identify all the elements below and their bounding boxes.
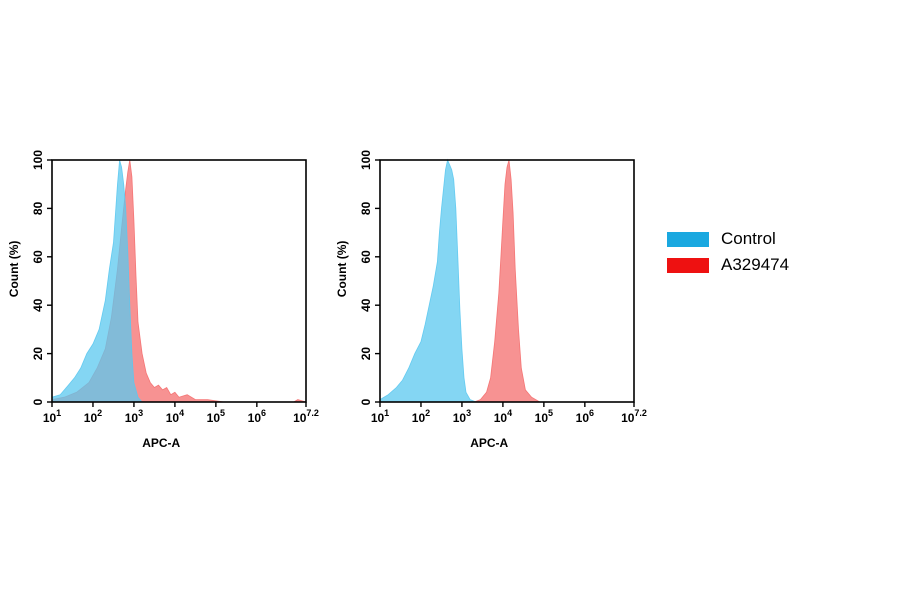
y-tick-label: 0 <box>31 398 45 405</box>
x-tick-label: 102 <box>84 408 102 425</box>
histogram-right: 0 20 40 60 80 100 101 102 103 104 105 106 107.2 APC-A… <box>335 150 647 450</box>
y-tick-label: 60 <box>359 250 373 264</box>
legend: Control A329474 <box>667 226 789 278</box>
y-tick-label: 100 <box>31 150 45 170</box>
y-tick-label: 40 <box>31 298 45 312</box>
y-axis-label: Count (%) <box>335 241 349 298</box>
x-tick-label: 104 <box>166 408 184 425</box>
series-area-control <box>379 158 634 403</box>
x-tick-label: 103 <box>125 408 143 425</box>
y-tick-label: 100 <box>359 150 373 170</box>
series-area-a329474 <box>380 159 634 403</box>
legend-swatch-control <box>667 231 709 247</box>
x-tick-label: 101 <box>371 408 389 425</box>
legend-item-control: Control <box>667 226 789 252</box>
legend-item-a329474: A329474 <box>667 252 789 278</box>
y-tick-label: 0 <box>359 398 373 405</box>
legend-swatch-a329474 <box>667 257 709 273</box>
x-axis-label: APC-A <box>470 436 508 450</box>
y-tick-label: 40 <box>359 298 373 312</box>
x-tick-label: 101 <box>43 408 61 425</box>
y-tick-label: 60 <box>31 250 45 264</box>
histogram-left: 0 20 40 60 80 100 101 102 103 104 105 106 107.2 APC-A… <box>7 150 319 450</box>
legend-label-a329474: A329474 <box>721 255 790 274</box>
series-area-control <box>51 159 306 403</box>
y-axis-label: Count (%) <box>7 241 21 298</box>
x-tick-label: 102 <box>412 408 430 425</box>
x-tick-label: 104 <box>494 408 512 425</box>
x-tick-label: 105 <box>535 408 553 425</box>
y-tick-label: 80 <box>31 201 45 215</box>
y-tick-label: 80 <box>359 201 373 215</box>
x-tick-label: 107.2 <box>293 408 319 425</box>
x-tick-label: 103 <box>453 408 471 425</box>
y-tick-label: 20 <box>359 347 373 361</box>
y-tick-label: 20 <box>31 347 45 361</box>
x-tick-label: 106 <box>248 408 266 425</box>
legend-label-control: Control <box>721 229 776 248</box>
x-tick-label: 107.2 <box>621 408 647 425</box>
plot-frame <box>379 159 635 403</box>
x-tick-label: 105 <box>207 408 225 425</box>
x-tick-label: 106 <box>576 408 594 425</box>
plot-frame <box>51 159 307 403</box>
x-axis-label: APC-A <box>142 436 180 450</box>
